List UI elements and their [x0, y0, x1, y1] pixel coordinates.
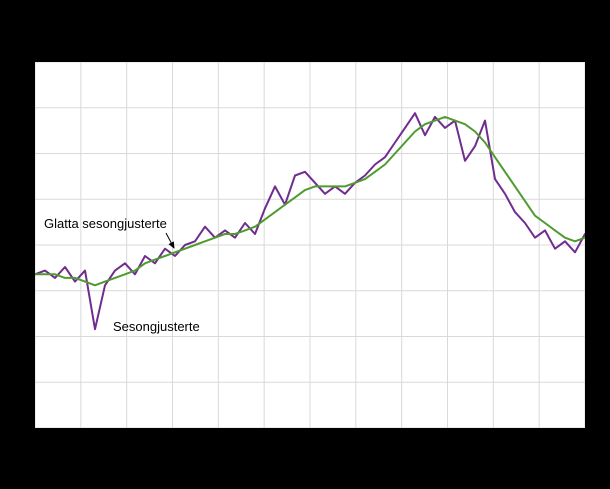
chart-svg	[35, 62, 585, 428]
plot-area: Glatta sesongjusterte Sesongjusterte	[35, 62, 585, 428]
annotation-smoothed-label: Glatta sesongjusterte	[44, 216, 167, 231]
annotation-seasonal-label: Sesongjusterte	[113, 319, 200, 334]
